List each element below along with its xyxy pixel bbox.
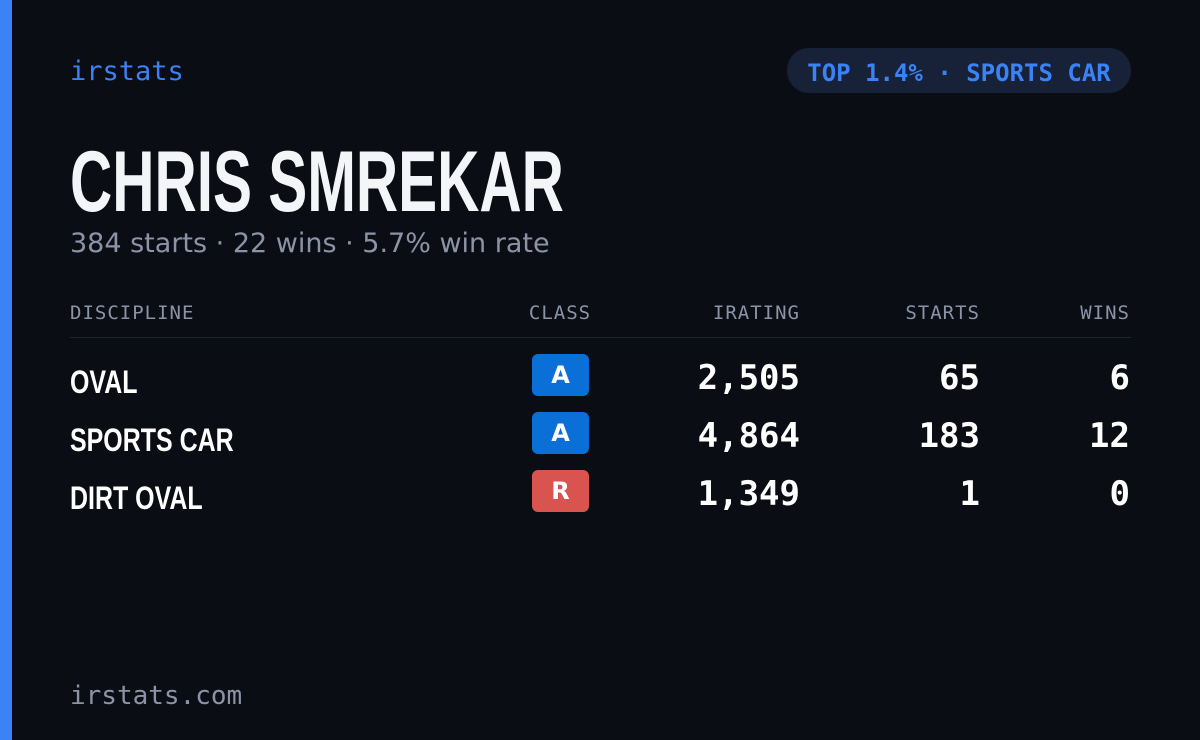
- column-header: STARTS: [905, 302, 980, 324]
- discipline: OVAL: [70, 364, 138, 400]
- accent-bar: [0, 0, 12, 740]
- discipline: SPORTS CAR: [70, 422, 234, 458]
- discipline: DIRT OVAL: [70, 480, 203, 516]
- column-header: CLASS: [528, 302, 592, 324]
- class-badge: A: [532, 354, 589, 396]
- irating: 4,864: [697, 416, 800, 456]
- rank-badge: TOP 1.4% · SPORTS CAR: [787, 48, 1131, 93]
- starts: 183: [918, 416, 980, 456]
- column-header: IRATING: [712, 302, 800, 324]
- driver-name: CHRIS SMREKAR: [70, 134, 564, 230]
- starts: 1: [959, 474, 980, 514]
- column-header: DISCIPLINE: [70, 302, 195, 324]
- wins: 0: [1109, 474, 1130, 514]
- class-badge: R: [532, 470, 589, 512]
- wins: 6: [1109, 358, 1130, 398]
- brand: irstats: [70, 56, 184, 87]
- summary: 384 starts · 22 wins · 5.7% win rate: [70, 228, 550, 259]
- irating: 1,349: [697, 474, 800, 514]
- starts: 65: [939, 358, 980, 398]
- column-header: WINS: [1080, 302, 1130, 324]
- irating: 2,505: [697, 358, 800, 398]
- header-divider: [70, 337, 1131, 338]
- class-badge: A: [532, 412, 589, 454]
- wins: 12: [1089, 416, 1130, 456]
- footer-site: irstats.com: [70, 681, 243, 711]
